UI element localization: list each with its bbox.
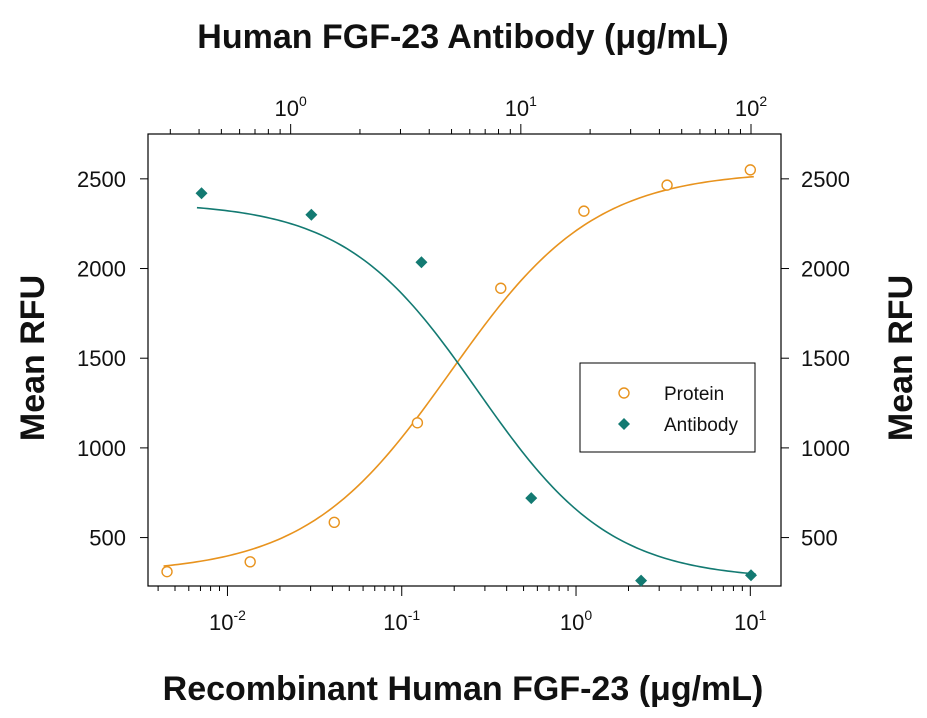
bottom-tick-label: 100 <box>560 607 592 635</box>
right-tick-label: 1500 <box>801 346 850 371</box>
left-tick-label: 1000 <box>77 436 126 461</box>
top-tick-label: 101 <box>505 93 537 121</box>
right-tick-label: 2000 <box>801 257 850 282</box>
antibody-point <box>195 187 208 200</box>
legend: Protein Antibody <box>579 362 756 453</box>
antibody-fit-curve <box>196 206 756 575</box>
right-tick-label: 2500 <box>801 167 850 192</box>
data-points <box>161 164 758 587</box>
right-tick-label: 1000 <box>801 436 850 461</box>
protein-point <box>661 179 673 191</box>
fit-curves <box>163 175 756 575</box>
legend-antibody-label: Antibody <box>664 415 738 436</box>
antibody-point <box>635 574 648 587</box>
antibody-point <box>305 208 318 221</box>
protein-point <box>328 516 340 529</box>
legend-protein-marker <box>618 387 630 399</box>
protein-point <box>411 417 424 429</box>
left-tick-label: 2000 <box>77 257 126 282</box>
left-tick-label: 500 <box>89 526 126 551</box>
left-axis-title: Mean RFU <box>14 275 52 441</box>
protein-point <box>161 565 173 578</box>
protein-point <box>744 164 757 176</box>
protein-point <box>244 556 256 568</box>
left-tick-label: 2500 <box>77 167 126 192</box>
top-tick-label: 100 <box>275 93 307 121</box>
bottom-tick-label: 101 <box>734 607 766 635</box>
top-tick-label: 102 <box>735 93 767 121</box>
antibody-point <box>525 492 538 505</box>
right-axis-title: Mean RFU <box>882 275 920 441</box>
antibody-point <box>415 256 428 269</box>
plot-frame <box>147 133 782 587</box>
protein-fit-curve <box>163 175 754 567</box>
legend-antibody-marker <box>618 418 630 430</box>
protein-point <box>578 205 590 217</box>
antibody-point <box>745 569 758 582</box>
bottom-tick-label: 10-2 <box>209 607 246 635</box>
bottom-axis-title: Recombinant Human FGF-23 (μg/mL) <box>163 670 764 708</box>
left-tick-label: 1500 <box>77 346 126 371</box>
legend-protein-label: Protein <box>664 384 724 405</box>
right-tick-label: 500 <box>801 526 838 551</box>
top-axis-title: Human FGF-23 Antibody (μg/mL) <box>197 18 728 56</box>
bottom-tick-label: 10-1 <box>383 607 420 635</box>
legend-box <box>579 362 756 453</box>
protein-point <box>495 282 507 294</box>
axes: 10-2 10-1 100 101 100 101 102 500 1000 1500 2000 25… <box>77 93 850 635</box>
